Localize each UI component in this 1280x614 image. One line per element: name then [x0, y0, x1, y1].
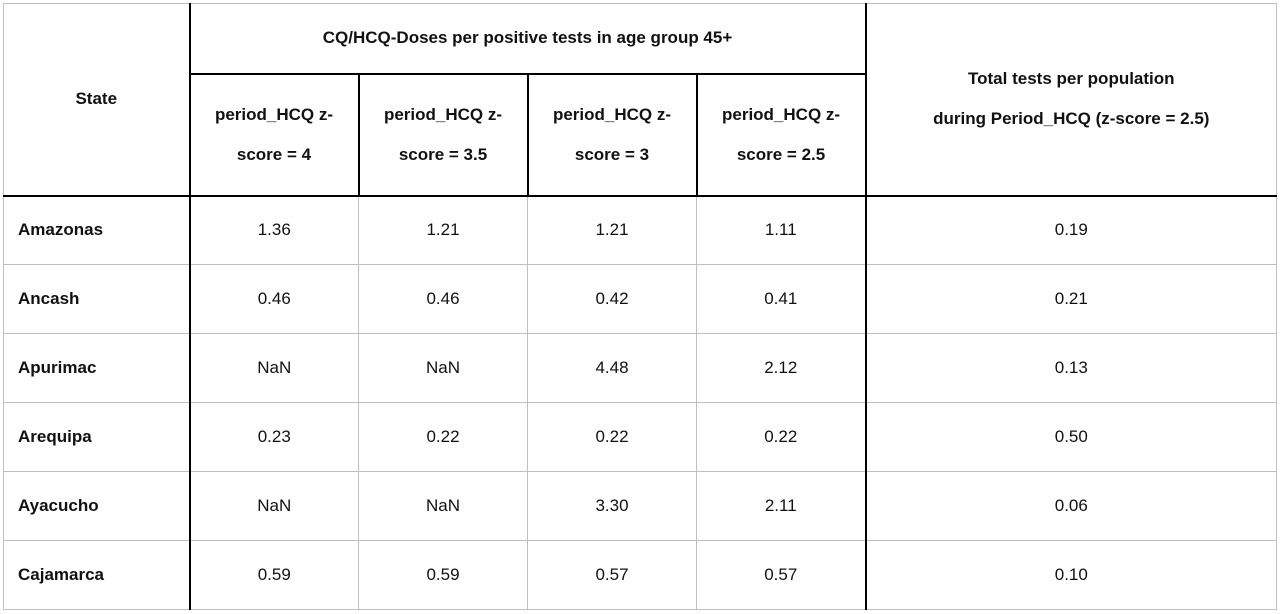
table-row: Cajamarca 0.59 0.59 0.57 0.57 0.10 — [3, 540, 1278, 610]
value-cell: 4.48 — [527, 333, 697, 403]
table-row: Apurimac NaN NaN 4.48 2.12 0.13 — [3, 333, 1278, 403]
value-cell: 1.21 — [358, 195, 528, 265]
state-cell: Ayacucho — [3, 471, 190, 541]
group-column-header: CQ/HCQ-Doses per positive tests in age g… — [188, 3, 867, 75]
total-tests-column-header: Total tests per population during Period… — [864, 3, 1278, 197]
value-cell: 0.57 — [527, 540, 697, 610]
state-cell: Amazonas — [3, 195, 190, 265]
table-row: Ancash 0.46 0.46 0.42 0.41 0.21 — [3, 264, 1278, 334]
value-cell: NaN — [358, 333, 528, 403]
value-cell: 2.11 — [695, 471, 867, 541]
subcol-header-line2: score = 4 — [236, 144, 312, 164]
total-cell: 0.10 — [864, 540, 1278, 610]
total-cell: 0.06 — [864, 471, 1278, 541]
value-cell: 3.30 — [527, 471, 697, 541]
total-header-line2: during Period_HCQ (z-score = 2.5) — [933, 109, 1210, 129]
state-cell: Arequipa — [3, 402, 190, 472]
table-row: Ayacucho NaN NaN 3.30 2.11 0.06 — [3, 471, 1278, 541]
table-row: Arequipa 0.23 0.22 0.22 0.22 0.50 — [3, 402, 1278, 472]
value-cell: NaN — [188, 471, 359, 541]
state-header-label: State — [75, 89, 118, 109]
data-table: State CQ/HCQ-Doses per positive tests in… — [3, 3, 1278, 610]
subcol-header-z4: period_HCQ z- score = 4 — [188, 73, 360, 197]
state-cell: Apurimac — [3, 333, 190, 403]
subcol-header-z2-5: period_HCQ z- score = 2.5 — [695, 73, 867, 197]
value-cell: 0.59 — [188, 540, 359, 610]
subcol-header-z3-5: period_HCQ z- score = 3.5 — [357, 73, 529, 197]
value-cell: 1.11 — [695, 195, 867, 265]
total-cell: 0.21 — [864, 264, 1278, 334]
value-cell: 1.21 — [527, 195, 697, 265]
subcol-header-line2: score = 3 — [574, 144, 650, 164]
state-cell: Cajamarca — [3, 540, 190, 610]
subcol-header-line2: score = 2.5 — [736, 144, 826, 164]
subcol-header-line1: period_HCQ z- — [214, 104, 334, 124]
group-header-label: CQ/HCQ-Doses per positive tests in age g… — [322, 28, 733, 48]
subcol-header-z3: period_HCQ z- score = 3 — [526, 73, 698, 197]
value-cell: 0.22 — [695, 402, 867, 472]
total-cell: 0.19 — [864, 195, 1278, 265]
table-row: Amazonas 1.36 1.21 1.21 1.11 0.19 — [3, 195, 1278, 265]
table-header: State CQ/HCQ-Doses per positive tests in… — [3, 3, 1278, 197]
value-cell: 0.57 — [695, 540, 867, 610]
value-cell: 2.12 — [695, 333, 867, 403]
value-cell: 0.23 — [188, 402, 359, 472]
value-cell: 0.46 — [188, 264, 359, 334]
value-cell: 0.22 — [358, 402, 528, 472]
state-column-header: State — [3, 3, 190, 197]
total-cell: 0.13 — [864, 333, 1278, 403]
subcol-header-line2: score = 3.5 — [398, 144, 488, 164]
subcol-header-line1: period_HCQ z- — [383, 104, 503, 124]
subcol-header-line1: period_HCQ z- — [721, 104, 841, 124]
value-cell: 0.46 — [358, 264, 528, 334]
table-body: Amazonas 1.36 1.21 1.21 1.11 0.19 Ancash… — [3, 195, 1278, 610]
value-cell: NaN — [358, 471, 528, 541]
value-cell: 0.42 — [527, 264, 697, 334]
value-cell: 1.36 — [188, 195, 359, 265]
value-cell: 0.41 — [695, 264, 867, 334]
value-cell: 0.22 — [527, 402, 697, 472]
total-cell: 0.50 — [864, 402, 1278, 472]
subcol-header-line1: period_HCQ z- — [552, 104, 672, 124]
state-cell: Ancash — [3, 264, 190, 334]
total-header-line1: Total tests per population — [968, 69, 1175, 89]
value-cell: 0.59 — [358, 540, 528, 610]
value-cell: NaN — [188, 333, 359, 403]
